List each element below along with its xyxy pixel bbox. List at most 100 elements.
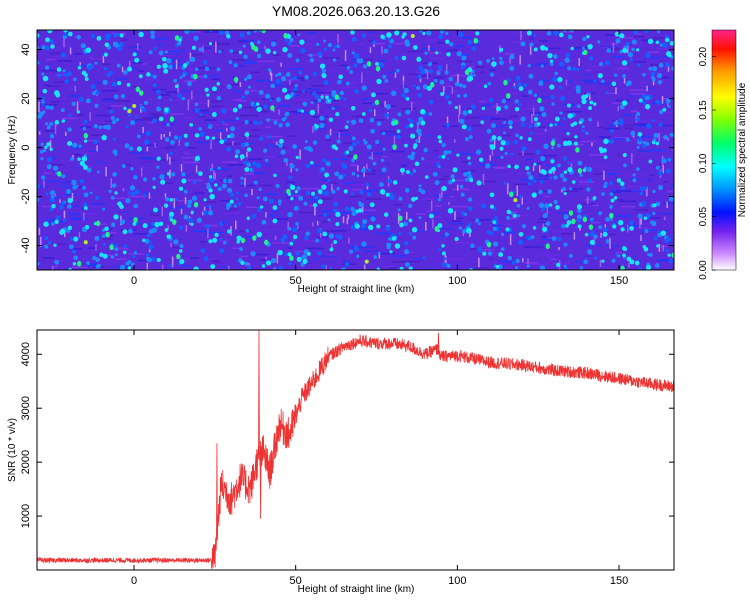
spectrogram-spot	[611, 258, 616, 263]
spectrogram-wisp	[662, 244, 664, 252]
spectrogram-spot	[333, 201, 339, 207]
spectrogram-wisp	[489, 155, 491, 161]
spectrogram-spot	[139, 104, 142, 108]
spectrogram-spot	[627, 52, 634, 58]
spectrogram-spot-high	[611, 81, 617, 86]
spectrogram-spot	[45, 45, 51, 51]
spectrogram-spot-high	[83, 206, 88, 211]
spectrogram-wisp	[148, 247, 151, 253]
spectrogram-streak	[467, 107, 474, 110]
spectrogram-spot-high	[72, 262, 77, 266]
spectrogram-spot	[145, 130, 151, 136]
spectrogram-streak	[234, 212, 241, 214]
spectrogram-spot	[90, 33, 96, 39]
spectrogram-ylabel: Frequency (Hz)	[7, 116, 18, 185]
spectrogram-spot-high	[142, 238, 146, 242]
spectrogram-wisp	[546, 204, 549, 215]
spectrogram-spot	[636, 167, 640, 171]
spectrogram-spot	[295, 221, 299, 226]
spectrogram-spot-high	[210, 264, 216, 270]
spectrogram-streak	[444, 36, 451, 39]
spectrogram-streak	[170, 246, 182, 249]
spectrogram-streak	[43, 172, 52, 175]
spectrogram-wisp	[209, 205, 212, 215]
spectrogram-streak	[642, 120, 660, 123]
spectrogram-spot	[327, 218, 331, 222]
spectrogram-spot	[381, 167, 387, 173]
spectrogram-spot	[354, 245, 358, 249]
spectrogram-spot	[593, 79, 597, 83]
spectrogram-spot	[477, 222, 481, 226]
spectrogram-spot	[462, 110, 468, 116]
spectrogram-spot-high	[310, 160, 314, 165]
spectrogram-spot-high	[540, 169, 546, 175]
spectrogram-spot	[567, 66, 572, 71]
spectrogram-spot-high	[492, 220, 497, 224]
spectrogram-streak	[408, 73, 418, 75]
spectrogram-spot	[486, 229, 492, 235]
spectrogram-wisp	[246, 151, 248, 158]
spectrogram-spot	[599, 62, 604, 67]
spectrogram-streak	[281, 86, 292, 89]
spectrogram-spot	[650, 71, 656, 77]
spectrogram-spot	[376, 121, 382, 126]
spectrogram-streak	[212, 91, 218, 94]
spectrogram-spot	[351, 37, 357, 42]
spectrogram-wisp	[202, 211, 204, 216]
spectrogram-spot	[187, 203, 192, 208]
spectrogram-spot	[372, 40, 377, 45]
spectrogram-spot	[223, 178, 227, 183]
spectrogram-wisp	[507, 183, 509, 195]
spectrogram-spot	[331, 189, 336, 194]
spectrogram-streak	[166, 91, 179, 94]
spectrogram-spot	[632, 178, 637, 183]
spectrogram-spot-high	[483, 84, 488, 88]
spectrogram-streak	[519, 179, 536, 181]
spectrogram-spot-high	[51, 203, 56, 209]
spectrogram-spot	[239, 32, 245, 38]
spectrogram-spot-high	[302, 258, 308, 264]
spectrogram-streak	[43, 84, 50, 86]
spectrogram-spot	[277, 142, 283, 149]
spectrogram-streak	[108, 232, 116, 234]
spectrogram-streak	[346, 155, 357, 157]
spectrogram-streak	[343, 142, 356, 145]
spectrogram-streak	[576, 261, 586, 263]
spectrogram-streak	[192, 109, 209, 112]
spectrogram-spot	[492, 226, 497, 231]
spectrogram-spot-high	[386, 32, 392, 38]
spectrogram-streak	[88, 206, 97, 208]
spectrogram-streak	[609, 233, 617, 236]
spectrogram-spot-high	[84, 224, 90, 230]
spectrogram-spot	[283, 157, 289, 163]
spectrogram-wisp	[663, 216, 666, 221]
spectrogram-spot-high	[208, 175, 213, 179]
spectrogram-streak	[405, 198, 410, 201]
spectrogram-spot	[55, 215, 61, 221]
spectrogram-wisp	[362, 203, 364, 213]
spectrogram-streak	[311, 84, 326, 87]
spectrogram-spot-high	[66, 140, 73, 147]
spectrogram-spot	[114, 253, 118, 257]
spectrogram-spot	[424, 51, 428, 55]
spectrogram-spot	[632, 30, 639, 35]
spectrogram-streak	[336, 221, 345, 224]
spectrogram-streak	[159, 147, 167, 150]
spectrogram-spot	[325, 161, 331, 167]
spectrogram-streak	[646, 86, 663, 88]
spectrogram-spot-high	[227, 134, 231, 139]
spectrogram-wisp	[329, 128, 332, 136]
spectrogram-spot-high	[350, 30, 355, 35]
spectrogram-streak	[508, 217, 517, 220]
spectrogram-streak	[130, 67, 137, 70]
spectrogram-streak	[600, 46, 609, 49]
spectrogram-spot-high	[265, 48, 271, 54]
spectrogram-spot	[515, 258, 520, 264]
spectrogram-wisp	[369, 47, 372, 53]
spectrogram-spot-high	[495, 106, 501, 112]
spectrogram-spot	[553, 199, 558, 205]
spectrogram-streak	[585, 69, 592, 72]
spectrogram-streak	[658, 260, 674, 262]
spectrogram-spot	[370, 128, 376, 134]
spectrogram-spot	[513, 140, 519, 145]
